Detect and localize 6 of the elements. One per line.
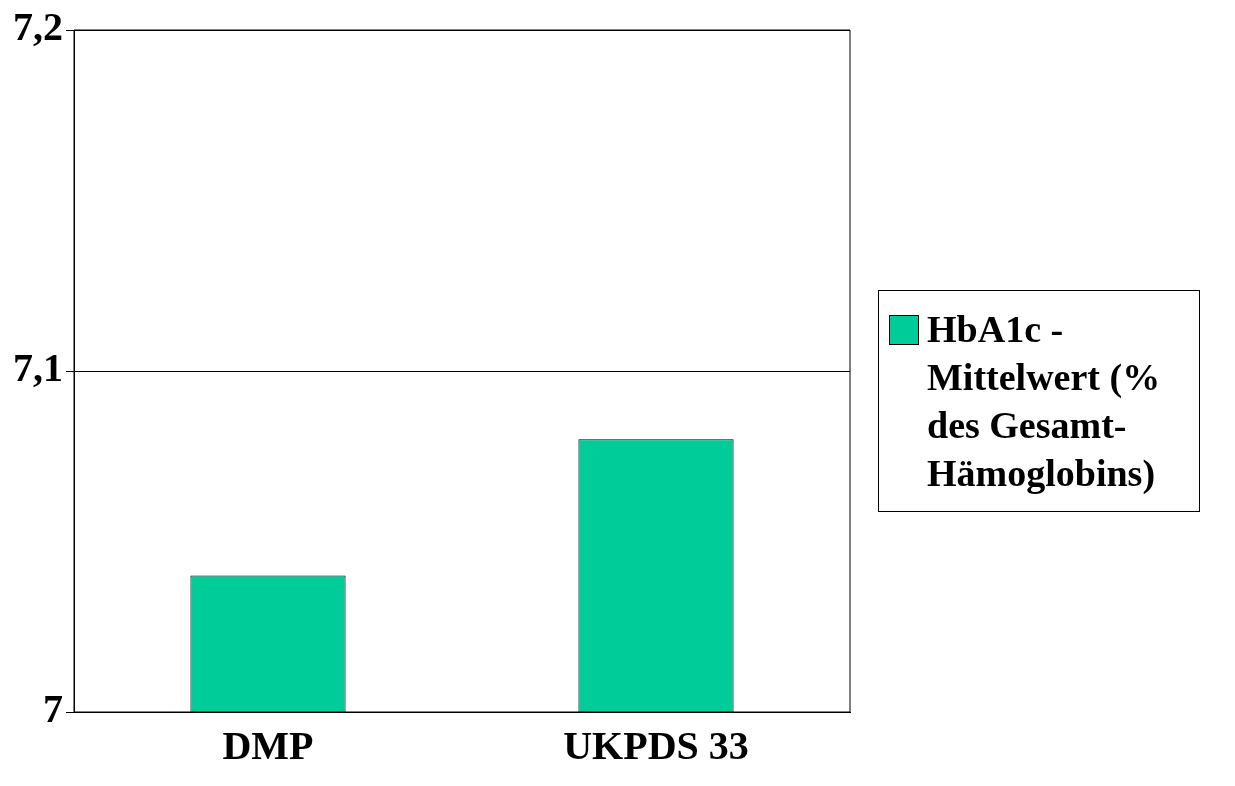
- y-tick-label: 7,2: [13, 4, 63, 50]
- legend-label: HbA1c - Mittelwert (% des Gesamt-Hämoglobins): [927, 307, 1162, 496]
- x-tick-label: DMP: [222, 723, 314, 769]
- y-tick-label: 7: [43, 686, 63, 732]
- y-tick-label: 7,1: [13, 345, 63, 391]
- x-tick-label: UKPDS 33: [563, 723, 749, 769]
